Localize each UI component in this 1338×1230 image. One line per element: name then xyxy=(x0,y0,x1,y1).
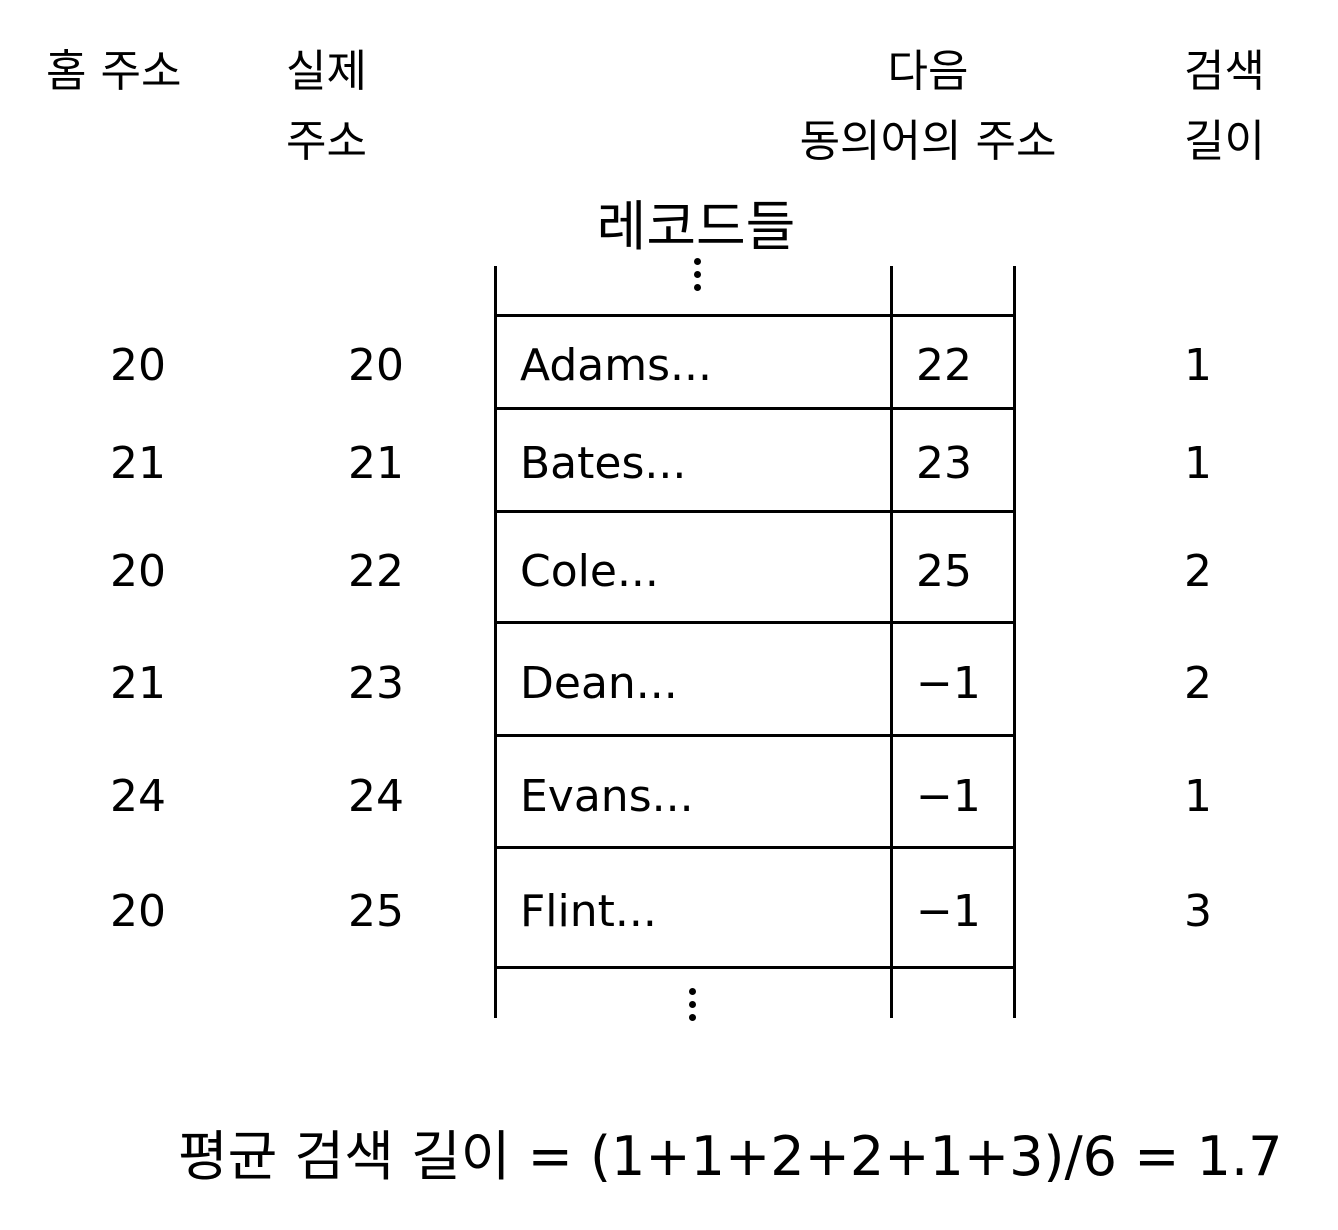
header-search-length-line2: 길이 xyxy=(1184,116,1265,167)
home-address-cell: 21 xyxy=(110,658,166,709)
search-length-cell: 2 xyxy=(1184,658,1212,709)
row-divider xyxy=(494,846,1016,849)
home-address-cell: 21 xyxy=(110,438,166,489)
header-next-synonym-line1: 다음 xyxy=(887,46,969,97)
record-cell: Flint... xyxy=(520,886,657,937)
row-divider xyxy=(494,510,1016,513)
table-right-border xyxy=(1013,266,1016,1018)
home-address-cell: 20 xyxy=(110,886,166,937)
row-divider xyxy=(494,314,1016,317)
table-left-border xyxy=(494,266,497,1018)
row-divider xyxy=(494,734,1016,737)
next-synonym-cell: −1 xyxy=(916,886,981,937)
header-actual-address-line2: 주소 xyxy=(286,116,367,167)
actual-address-cell: 22 xyxy=(348,546,404,597)
actual-address-cell: 25 xyxy=(348,886,404,937)
continuation-dots-bottom xyxy=(688,988,696,1021)
next-synonym-cell: 22 xyxy=(916,340,972,391)
record-cell: Dean... xyxy=(520,658,678,709)
row-divider xyxy=(494,621,1016,624)
search-length-cell: 2 xyxy=(1184,546,1212,597)
record-cell: Bates... xyxy=(520,438,687,489)
record-cell: Cole... xyxy=(520,546,659,597)
header-search-length-line1: 검색 xyxy=(1184,46,1265,97)
header-actual-address-line1: 실제 xyxy=(286,46,367,97)
search-length-cell: 1 xyxy=(1184,340,1212,391)
table-middle-border xyxy=(890,266,893,1018)
row-divider xyxy=(494,407,1016,410)
actual-address-cell: 21 xyxy=(348,438,404,489)
next-synonym-cell: −1 xyxy=(916,658,981,709)
actual-address-cell: 24 xyxy=(348,771,404,822)
next-synonym-cell: −1 xyxy=(916,771,981,822)
record-cell: Adams... xyxy=(520,340,712,391)
actual-address-cell: 23 xyxy=(348,658,404,709)
record-cell: Evans... xyxy=(520,771,694,822)
search-length-cell: 3 xyxy=(1184,886,1212,937)
continuation-dots-top xyxy=(693,258,701,291)
actual-address-cell: 20 xyxy=(348,340,404,391)
records-title: 레코드들 xyxy=(596,195,796,258)
next-synonym-cell: 25 xyxy=(916,546,972,597)
header-home-address: 홈 주소 xyxy=(46,46,182,97)
next-synonym-cell: 23 xyxy=(916,438,972,489)
search-length-cell: 1 xyxy=(1184,771,1212,822)
home-address-cell: 20 xyxy=(110,340,166,391)
header-next-synonym-line2: 동의어의 주소 xyxy=(799,116,1057,167)
average-search-length-formula: 평균 검색 길이 = (1+1+2+2+1+3)/6 = 1.7 xyxy=(178,1125,1283,1188)
home-address-cell: 24 xyxy=(110,771,166,822)
home-address-cell: 20 xyxy=(110,546,166,597)
row-divider xyxy=(494,966,1016,969)
search-length-cell: 1 xyxy=(1184,438,1212,489)
